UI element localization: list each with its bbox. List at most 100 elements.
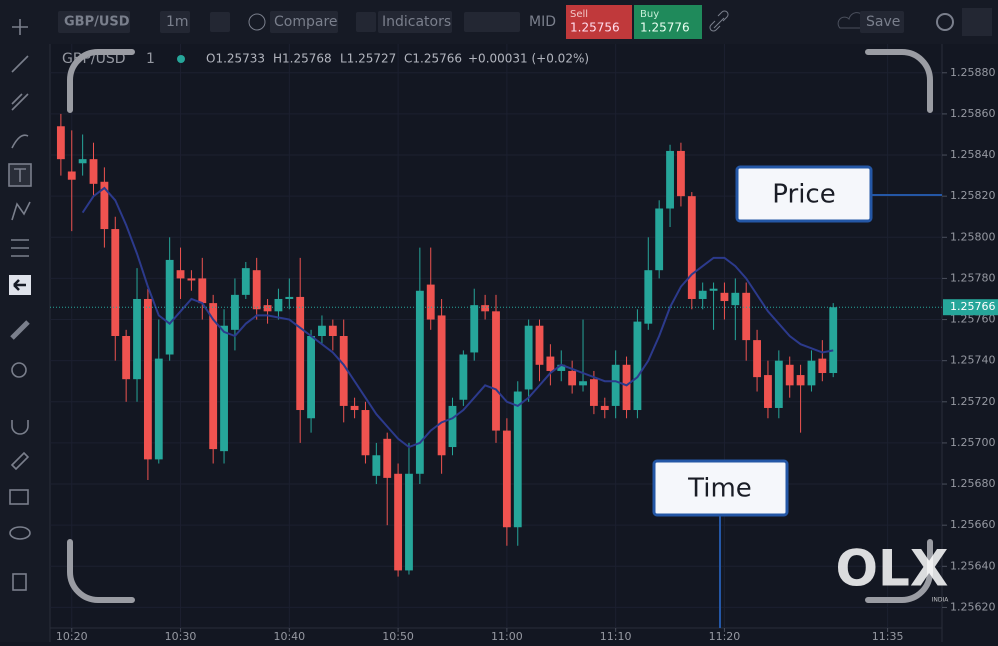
price-callout: [735, 165, 873, 223]
fullscreen-button[interactable]: [962, 8, 992, 36]
save-button[interactable]: [860, 11, 904, 33]
link-icon[interactable]: [709, 10, 729, 32]
candle-body: [89, 159, 98, 184]
magnet-tool[interactable]: [11, 420, 29, 435]
candle-body: [579, 381, 587, 386]
candle-body: [807, 360, 816, 386]
candle-body: [470, 305, 479, 353]
candle-body: [524, 325, 533, 390]
candle-body: [742, 292, 751, 341]
plot: [50, 44, 942, 628]
ruler-tool[interactable]: [10, 320, 30, 340]
frame-brackets: [67, 49, 933, 603]
sell-label[interactable]: Sell: [570, 9, 588, 20]
interval[interactable]: 1m: [166, 14, 189, 30]
symbol[interactable]: GBP/USD: [64, 15, 130, 30]
candle-body: [492, 311, 500, 431]
legend-low: L1.25727: [340, 52, 396, 66]
candle-body: [753, 340, 761, 378]
x-tick-label: 11:10: [600, 630, 632, 642]
current-price-label: 1.25766: [950, 300, 996, 313]
x-tick-label: 11:20: [709, 630, 741, 642]
chart-type-button[interactable]: [210, 12, 230, 32]
candle-body: [655, 208, 664, 271]
legend-interval: 1: [146, 51, 155, 67]
candle-body: [589, 379, 598, 406]
candle-body: [502, 430, 511, 528]
candle-body: [633, 321, 642, 411]
compare-button[interactable]: [270, 11, 338, 33]
pattern-tool[interactable]: [11, 201, 31, 221]
x-tick-label: 11:35: [872, 630, 904, 642]
y-tick-label: 1.25840: [950, 148, 996, 161]
y-tick-label: 1.25860: [950, 107, 996, 120]
candle-body: [437, 315, 446, 456]
fib-tool[interactable]: [11, 93, 29, 111]
candle-body: [165, 259, 174, 355]
y-tick-label: 1.25700: [950, 436, 996, 449]
measure-tool[interactable]: [11, 239, 29, 257]
save[interactable]: Save: [866, 14, 900, 30]
indicators[interactable]: Indicators: [382, 14, 451, 30]
y-tick-label: 1.25720: [950, 395, 996, 408]
legend-close: C1.25766: [404, 52, 462, 66]
compare[interactable]: Compare: [274, 14, 338, 30]
toolbar: GBP/USD 1m Compare Indicators MID Sell 1…: [58, 5, 992, 39]
zoom-tool[interactable]: [11, 362, 27, 378]
y-tick-label: 1.25880: [950, 66, 996, 79]
candle-body: [785, 364, 794, 386]
candle-body: [448, 405, 457, 448]
candle-body: [67, 171, 76, 180]
symbol-button[interactable]: [58, 11, 130, 33]
settings-icon[interactable]: [936, 13, 954, 31]
line-tool[interactable]: [11, 55, 29, 73]
arrow-icon: [13, 279, 26, 291]
candle-body: [764, 375, 772, 408]
legend-change: +0.00031 (+0.02%): [468, 52, 589, 66]
undo-redo[interactable]: [464, 12, 520, 32]
interval-button[interactable]: [160, 11, 190, 33]
watermark-logo: OLX: [836, 540, 949, 598]
candle-body: [405, 473, 413, 571]
x-tick-label: 10:50: [382, 630, 414, 642]
candle-body: [546, 356, 555, 371]
candle-body: [535, 325, 544, 365]
candle-body: [557, 364, 566, 371]
x-tick-label: 10:20: [56, 630, 88, 642]
y-tick-label: 1.25760: [950, 313, 996, 326]
candle-body: [231, 294, 239, 330]
brush-tool[interactable]: [11, 134, 29, 149]
buy-button[interactable]: [634, 5, 702, 39]
y-tick-label: 1.25780: [950, 271, 996, 284]
lock-tool[interactable]: [9, 489, 29, 505]
candle-body: [622, 364, 631, 411]
buy-price[interactable]: 1.25776: [640, 21, 690, 35]
drawing-tools: [8, 19, 32, 591]
candle-body: [372, 455, 381, 476]
candle-body: [361, 410, 370, 456]
x-tick-label: 10:40: [273, 630, 305, 642]
time-annotation: Time: [687, 474, 752, 504]
y-tick-label: 1.25820: [950, 189, 996, 202]
candle-body: [122, 336, 131, 380]
crosshair-tool[interactable]: [12, 19, 28, 35]
legend-high: H1.25768: [273, 52, 332, 66]
delete-tool[interactable]: [12, 573, 27, 591]
sell-button[interactable]: [566, 5, 632, 39]
indicators-button[interactable]: [378, 11, 452, 33]
sell-price[interactable]: 1.25756: [570, 21, 620, 35]
lock-drawing-tool[interactable]: [10, 451, 30, 471]
buy-label[interactable]: Buy: [640, 9, 659, 20]
candle-body: [829, 307, 838, 374]
candle-body: [774, 360, 783, 408]
bracket: [67, 49, 135, 113]
left-toolbar: [0, 44, 50, 642]
candle-body: [687, 196, 696, 299]
candle-body: [426, 284, 435, 320]
visibility-tool[interactable]: [9, 526, 31, 540]
candle-body: [513, 391, 522, 528]
y-tick-label: 1.25800: [950, 230, 996, 243]
candle-body: [720, 292, 729, 302]
y-tick-label: 1.25640: [950, 559, 996, 572]
